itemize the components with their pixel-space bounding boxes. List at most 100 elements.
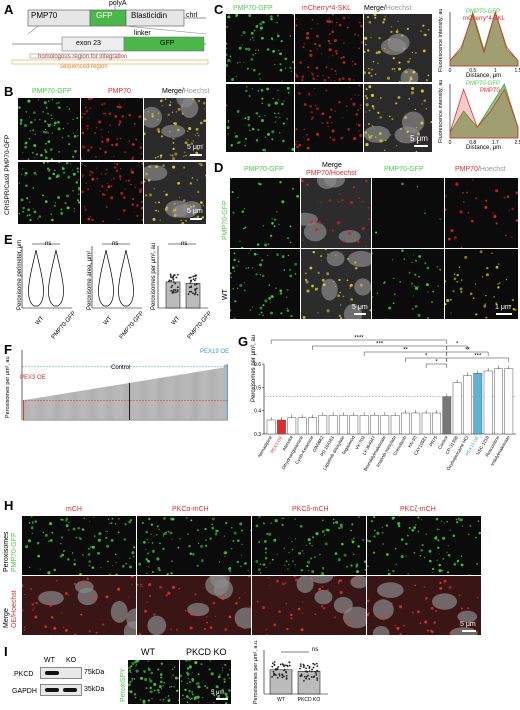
puncta [86,127,89,130]
puncta [164,98,167,100]
puncta [379,139,383,143]
i-point [303,679,305,682]
puncta [357,34,360,37]
puncta [423,99,426,102]
puncta [42,110,45,113]
puncta [249,606,251,608]
puncta [135,669,139,673]
e3-point [194,288,197,291]
puncta [130,169,132,172]
puncta [87,553,91,556]
puncta [324,249,328,251]
puncta [132,197,135,200]
puncta [157,566,161,570]
puncta [270,311,273,315]
puncta [257,49,260,52]
puncta [351,523,354,526]
puncta [230,178,232,180]
g-significance: * [435,360,438,366]
puncta [455,521,459,524]
f-bar [114,385,116,420]
puncta [271,138,274,141]
puncta [417,313,421,317]
f-bar [127,383,128,420]
puncta [223,678,226,681]
puncta [212,693,215,696]
puncta [435,610,437,613]
puncta [367,206,370,210]
puncta [121,114,125,118]
puncta [420,121,424,125]
puncta [87,117,89,119]
puncta [131,661,135,666]
puncta [35,174,37,176]
f-bar [66,393,68,420]
puncta [159,99,163,103]
puncta [368,67,370,70]
puncta [441,569,444,572]
puncta [348,86,350,88]
puncta [224,628,228,632]
puncta [243,207,246,210]
puncta [479,250,483,254]
f-bar [178,374,180,420]
puncta [340,304,342,306]
x-tick: 1.5 [515,68,520,74]
d-img-merge-1-pattern [301,178,371,247]
puncta [326,309,330,313]
puncta [51,98,54,101]
puncta [133,211,135,213]
puncta [370,74,373,77]
d-col3-header: PMP70-GFP [384,166,424,173]
puncta [326,121,329,124]
g-bar-roscovitine [494,368,503,435]
a-pmp70-label: PMP70 [31,11,58,20]
puncta [455,518,458,521]
puncta [85,182,87,185]
puncta [227,121,230,123]
puncta [347,16,350,19]
puncta [95,156,97,158]
puncta [342,136,344,138]
f-bar [82,390,84,420]
puncta [128,671,130,673]
puncta [172,157,176,160]
puncta [170,517,174,521]
puncta [141,218,143,222]
puncta [321,530,325,533]
puncta [94,535,96,537]
puncta [61,136,64,139]
puncta [159,542,161,545]
puncta [342,239,346,243]
puncta [178,699,179,702]
puncta [236,265,238,267]
puncta [392,56,395,60]
puncta [301,549,304,552]
nucleus [77,587,98,606]
puncta [139,145,143,150]
puncta [44,120,47,123]
f-bar [190,372,192,420]
puncta [229,570,231,572]
puncta [167,591,171,595]
puncta [354,261,357,264]
puncta [414,304,418,308]
puncta [113,155,115,158]
puncta [264,114,266,117]
puncta [415,150,418,152]
puncta [158,569,161,572]
f-bar [77,391,79,420]
puncta [98,159,100,160]
puncta [211,517,215,521]
i-point [283,675,285,678]
puncta [167,695,170,697]
puncta [399,280,402,283]
h-row1-sub: PMP70-GFP [11,532,18,572]
puncta [290,314,293,318]
f-bar [57,394,58,420]
puncta [200,544,204,548]
puncta [230,144,233,147]
i-point [281,676,284,679]
puncta [343,42,345,44]
f-bar [134,382,136,420]
